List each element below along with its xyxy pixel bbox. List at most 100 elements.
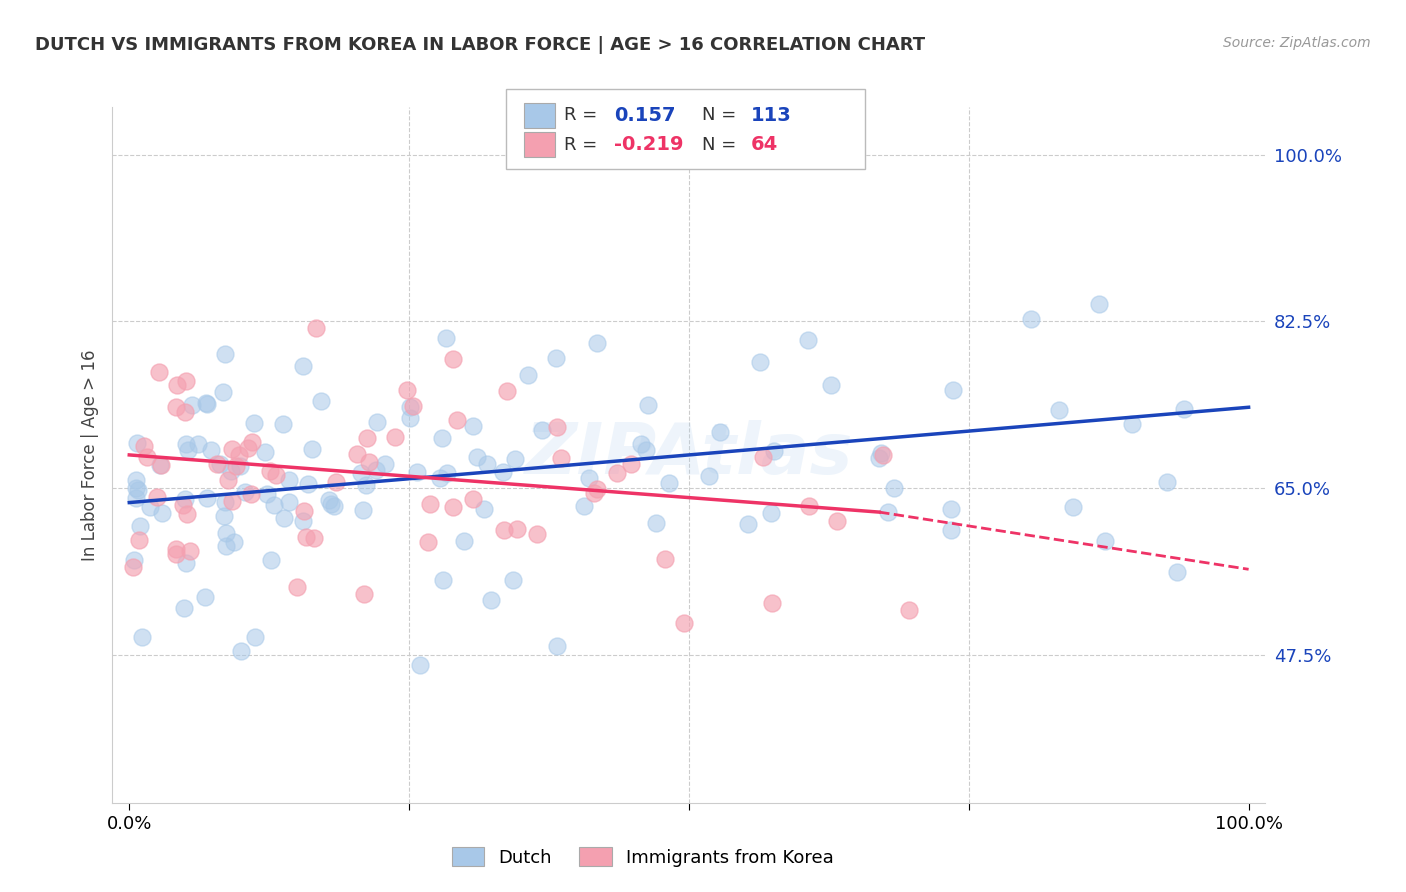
Point xyxy=(125,436,148,450)
Point xyxy=(761,596,783,610)
Point xyxy=(942,383,965,397)
Point xyxy=(165,401,187,415)
Legend: Dutch, Immigrants from Korea: Dutch, Immigrants from Korea xyxy=(444,840,841,874)
Point xyxy=(173,491,195,506)
Point xyxy=(409,658,432,673)
Point xyxy=(214,508,236,523)
Point xyxy=(672,615,695,630)
Point xyxy=(174,436,197,450)
Text: DUTCH VS IMMIGRANTS FROM KOREA IN LABOR FORCE | AGE > 16 CORRELATION CHART: DUTCH VS IMMIGRANTS FROM KOREA IN LABOR … xyxy=(35,36,925,54)
Point xyxy=(240,487,263,501)
Point xyxy=(550,451,572,466)
Point xyxy=(173,601,195,615)
Point xyxy=(195,397,218,411)
Point xyxy=(128,533,150,548)
Point xyxy=(350,467,373,481)
Point xyxy=(475,457,498,471)
Y-axis label: In Labor Force | Age > 16: In Labor Force | Age > 16 xyxy=(80,349,98,561)
Point xyxy=(139,500,162,514)
Point xyxy=(215,526,238,541)
Point xyxy=(172,498,194,512)
Point xyxy=(319,498,342,512)
Point xyxy=(221,494,243,508)
Point xyxy=(645,516,668,531)
Point xyxy=(225,459,247,474)
Point xyxy=(572,499,595,513)
Point xyxy=(697,468,720,483)
Point xyxy=(939,523,962,537)
Point xyxy=(346,447,368,461)
Point xyxy=(453,534,475,549)
Point xyxy=(384,430,406,444)
Point xyxy=(620,457,643,471)
Point xyxy=(1121,417,1143,431)
Point xyxy=(278,473,301,487)
Point xyxy=(150,506,173,520)
Point xyxy=(194,590,217,604)
Point xyxy=(402,399,425,413)
Point xyxy=(759,506,782,520)
Point xyxy=(479,593,502,607)
Point xyxy=(441,500,464,515)
Point xyxy=(820,378,842,392)
Point xyxy=(322,499,344,513)
Point xyxy=(187,437,209,451)
Point xyxy=(295,530,318,544)
Point xyxy=(254,444,277,458)
Point xyxy=(429,471,451,485)
Point xyxy=(1156,475,1178,490)
Point xyxy=(586,335,609,350)
Point xyxy=(240,434,263,449)
Point xyxy=(231,644,253,658)
Point xyxy=(301,442,323,456)
Point xyxy=(208,458,231,472)
Point xyxy=(174,374,197,388)
Point xyxy=(419,497,441,511)
Point xyxy=(374,457,396,471)
Point xyxy=(207,458,229,472)
Point xyxy=(797,334,820,348)
Point xyxy=(463,419,485,434)
Point xyxy=(352,503,374,517)
Point xyxy=(430,431,453,445)
Point xyxy=(221,442,243,457)
Point xyxy=(432,573,454,587)
Point xyxy=(180,398,202,412)
Point xyxy=(606,466,628,480)
Point xyxy=(465,450,488,465)
Point xyxy=(297,477,319,491)
Point xyxy=(149,458,172,472)
Text: 0.157: 0.157 xyxy=(614,105,676,125)
Point xyxy=(125,481,148,495)
Text: R =: R = xyxy=(564,136,598,153)
Point xyxy=(166,378,188,392)
Text: 113: 113 xyxy=(751,105,792,125)
Text: -0.219: -0.219 xyxy=(614,135,683,154)
Point xyxy=(877,505,900,519)
Point xyxy=(799,499,821,513)
Point xyxy=(748,355,770,369)
Point xyxy=(492,465,515,479)
Point xyxy=(1094,534,1116,549)
Point xyxy=(131,630,153,644)
Point xyxy=(228,448,250,462)
Point xyxy=(546,639,568,653)
Point xyxy=(243,416,266,430)
Text: R =: R = xyxy=(564,106,598,124)
Point xyxy=(222,534,245,549)
Point xyxy=(200,442,222,457)
Point xyxy=(211,384,233,399)
Point xyxy=(292,504,315,518)
Point xyxy=(266,468,288,483)
Point xyxy=(870,445,893,459)
Point xyxy=(1173,401,1195,416)
Point xyxy=(122,560,145,574)
Point xyxy=(883,481,905,495)
Point xyxy=(217,473,239,487)
Point xyxy=(546,419,568,434)
Point xyxy=(752,450,775,465)
Point xyxy=(229,458,252,473)
Point xyxy=(418,534,440,549)
Point xyxy=(354,478,377,492)
Point xyxy=(325,475,347,489)
